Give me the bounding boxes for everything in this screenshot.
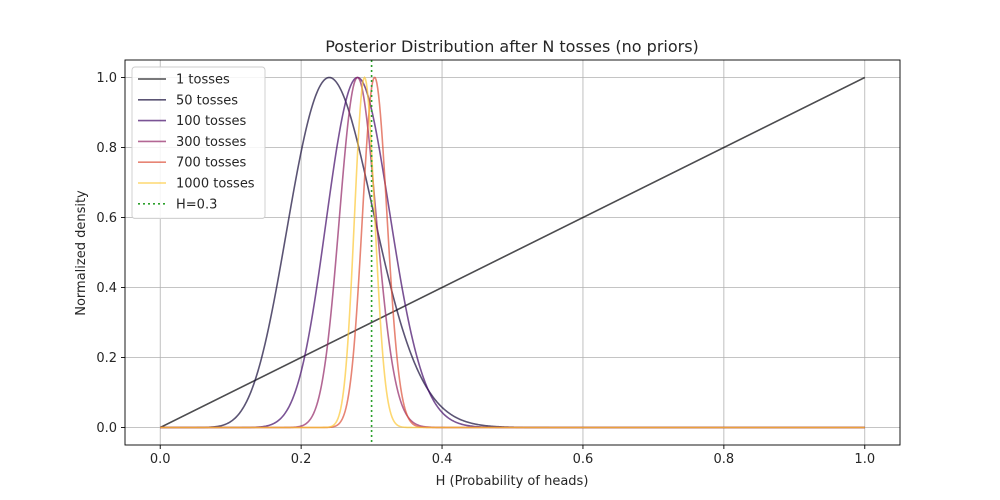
legend-label-1: 50 tosses [176,93,238,108]
y-tick-label-0: 0.0 [96,421,117,436]
y-tick-label-3: 0.6 [96,211,117,226]
legend-label-6: H=0.3 [176,197,217,212]
x-axis-label: H (Probability of heads) [436,474,589,489]
x-tick-label-4: 0.8 [714,452,735,467]
x-tick-label-0: 0.0 [150,452,171,467]
legend-label-2: 100 tosses [176,114,247,129]
y-tick-label-5: 1.0 [96,71,117,86]
x-tick-label-5: 1.0 [854,452,875,467]
chart-title: Posterior Distribution after N tosses (n… [325,37,699,56]
legend-label-0: 1 tosses [176,73,230,88]
y-tick-label-2: 0.4 [96,281,117,296]
legend-label-3: 300 tosses [176,135,247,150]
legend-label-5: 1000 tosses [176,177,255,192]
y-tick-label-1: 0.2 [96,351,117,366]
legend: 1 tosses 50 tosses 100 tosses 300 tosses 700… [131,66,266,220]
x-tick-label-1: 0.2 [291,452,312,467]
legend-box [131,66,266,220]
x-tick-label-3: 0.6 [573,452,594,467]
series-line-1-tosses [159,76,866,429]
series-line-1000-tosses [160,76,865,429]
y-axis-label: Normalized density [74,190,89,316]
y-tick-label-4: 0.8 [96,141,117,156]
x-tick-label-2: 0.4 [432,452,453,467]
legend-label-4: 700 tosses [176,156,247,171]
axes-frame [124,59,901,446]
